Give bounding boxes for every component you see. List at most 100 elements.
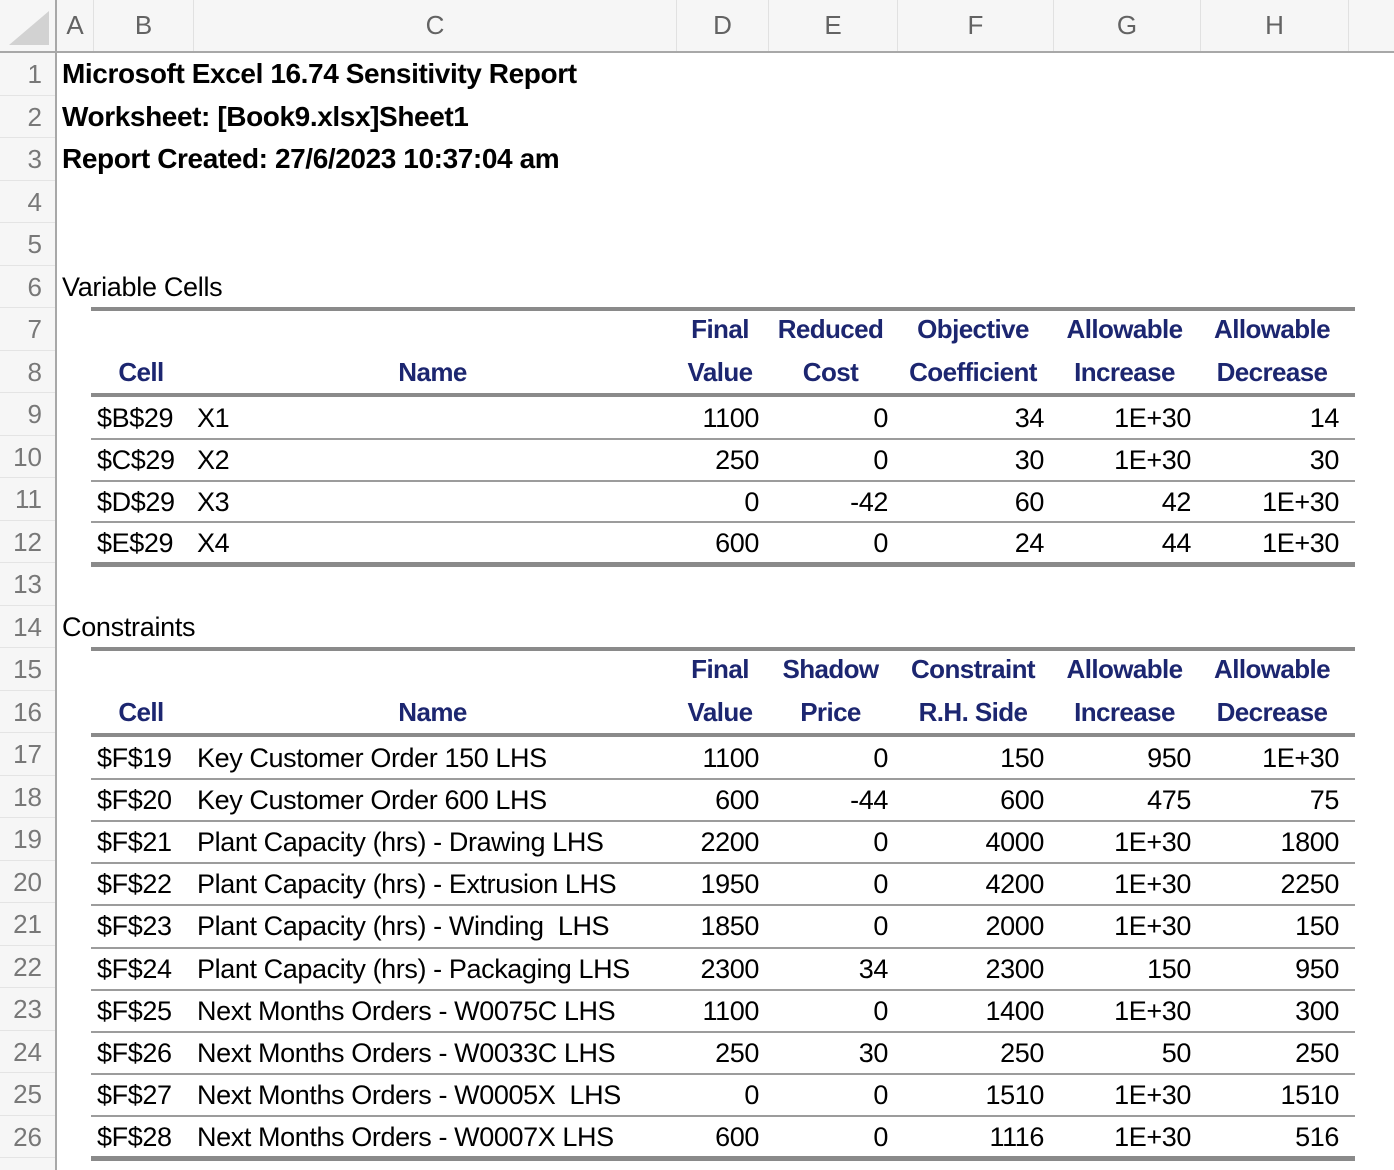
value-cell[interactable]: 1E+30 [1114,911,1191,942]
cell-ref[interactable]: $B$29 [97,403,174,433]
row-header-15[interactable]: 15 [0,648,55,691]
value-cell[interactable]: 0 [873,403,888,433]
row-header-22[interactable]: 22 [0,946,55,988]
value-cell[interactable]: 1116 [989,1121,1045,1152]
value-cell[interactable]: 250 [1000,1037,1044,1068]
value-cell[interactable]: 14 [1309,403,1340,433]
constraint-name[interactable]: Plant Capacity (hrs) - Drawing LHS [197,827,604,858]
value-cell[interactable]: 1510 [1280,1079,1340,1110]
row-header-21[interactable]: 21 [0,903,55,946]
value-cell[interactable]: 34 [1014,403,1045,433]
column-header-label[interactable]: Name [398,696,467,727]
value-cell[interactable]: 1E+30 [1114,995,1191,1026]
row-header-12[interactable]: 12 [0,521,55,563]
value-cell[interactable]: 300 [1295,995,1339,1026]
value-cell[interactable]: 0 [873,869,888,900]
value-cell[interactable]: 4200 [985,869,1045,900]
value-cell[interactable]: 50 [1161,1037,1192,1068]
row-header-10[interactable]: 10 [0,436,55,478]
constraint-name[interactable]: Plant Capacity (hrs) - Extrusion LHS [197,869,617,900]
column-header-label[interactable]: Allowable [1066,654,1184,684]
row-header-16[interactable]: 16 [0,691,55,733]
row-header-26[interactable]: 26 [0,1116,55,1158]
value-cell[interactable]: 250 [715,444,759,475]
column-header-label[interactable]: Cell [118,356,164,387]
column-header-label[interactable]: Increase [1074,356,1175,387]
row-header-18[interactable]: 18 [0,776,55,818]
value-cell[interactable]: 24 [1014,528,1045,559]
value-cell[interactable]: 0 [744,486,759,517]
value-cell[interactable]: 1100 [702,995,760,1026]
cell-ref[interactable]: $D$29 [97,486,175,517]
value-cell[interactable]: 1E+30 [1114,403,1191,433]
value-cell[interactable]: 250 [1295,1037,1339,1068]
value-cell[interactable]: 2300 [700,953,760,984]
row-header-20[interactable]: 20 [0,861,55,903]
column-header-label[interactable]: Coefficient [909,356,1037,387]
value-cell[interactable]: 1E+30 [1114,827,1191,858]
constraints-section-label[interactable]: Constraints [62,611,196,642]
column-header-E[interactable]: E [768,0,897,51]
row-header-6[interactable]: 6 [0,266,55,308]
value-cell[interactable]: 1E+30 [1114,444,1191,475]
value-cell[interactable]: 1E+30 [1262,743,1339,773]
cell-ref[interactable]: $F$28 [97,1121,172,1152]
value-cell[interactable]: 1E+30 [1262,528,1339,559]
header-blank[interactable] [191,648,674,691]
value-cell[interactable]: 44 [1161,528,1192,559]
constraint-name[interactable]: Next Months Orders - W0005X LHS [197,1079,621,1110]
value-cell[interactable]: 1E+30 [1114,869,1191,900]
constraint-name[interactable]: Key Customer Order 600 LHS [197,785,547,816]
cell-ref[interactable]: $F$21 [97,827,172,858]
value-cell[interactable]: 1950 [700,869,760,900]
column-header-label[interactable]: Name [398,356,467,387]
column-header-G[interactable]: G [1053,0,1200,51]
cell-ref[interactable]: $F$22 [97,869,172,900]
column-header-label[interactable]: Final [691,314,749,344]
value-cell[interactable]: 950 [1295,953,1339,984]
value-cell[interactable]: 475 [1147,785,1191,816]
row-header-19[interactable]: 19 [0,818,55,861]
row-header-9[interactable]: 9 [0,393,55,436]
value-cell[interactable]: 34 [858,953,889,984]
column-header-label[interactable]: Shadow [782,654,879,684]
row-header-2[interactable]: 2 [0,96,55,138]
header-blank[interactable] [91,648,191,691]
column-header-label[interactable]: Allowable [1214,654,1331,684]
column-header-label[interactable]: Price [800,696,861,727]
value-cell[interactable]: 1800 [1280,827,1340,858]
value-cell[interactable]: 600 [1000,785,1044,816]
header-blank[interactable] [191,308,674,351]
value-cell[interactable]: 0 [873,444,888,475]
value-cell[interactable]: 250 [715,1037,759,1068]
row-header-24[interactable]: 24 [0,1031,55,1073]
column-header-label[interactable]: Decrease [1216,696,1328,727]
value-cell[interactable]: 0 [744,1079,759,1110]
value-cell[interactable]: 2200 [700,827,760,858]
value-cell[interactable]: 0 [873,1079,888,1110]
value-cell[interactable]: 950 [1147,743,1191,773]
cell-ref[interactable]: $F$27 [97,1079,172,1110]
value-cell[interactable]: 30 [1014,444,1045,475]
column-header-label[interactable]: Decrease [1216,356,1328,387]
value-cell[interactable]: 0 [873,911,888,942]
value-cell[interactable]: 1100 [702,403,760,433]
row-header-3[interactable]: 3 [0,138,55,181]
cell-ref[interactable]: $C$29 [97,444,175,475]
value-cell[interactable]: 600 [715,1121,759,1152]
value-cell[interactable]: 30 [1309,444,1340,475]
constraint-name[interactable]: Next Months Orders - W0007X LHS [197,1121,614,1152]
value-cell[interactable]: 0 [873,827,888,858]
value-cell[interactable]: 150 [1295,911,1339,942]
column-header-D[interactable]: D [676,0,768,51]
row-header-5[interactable]: 5 [0,223,55,266]
row-header-23[interactable]: 23 [0,988,55,1031]
report-title-cell[interactable]: Microsoft Excel 16.74 Sensitivity Report [62,58,577,89]
select-all-corner[interactable] [0,0,57,53]
column-header-H[interactable]: H [1200,0,1348,51]
value-cell[interactable]: 75 [1309,785,1340,816]
value-cell[interactable]: 4000 [985,827,1045,858]
value-cell[interactable]: 1E+30 [1114,1121,1191,1152]
column-header-label[interactable]: Final [691,654,749,684]
column-header-label[interactable]: Objective [917,314,1029,344]
